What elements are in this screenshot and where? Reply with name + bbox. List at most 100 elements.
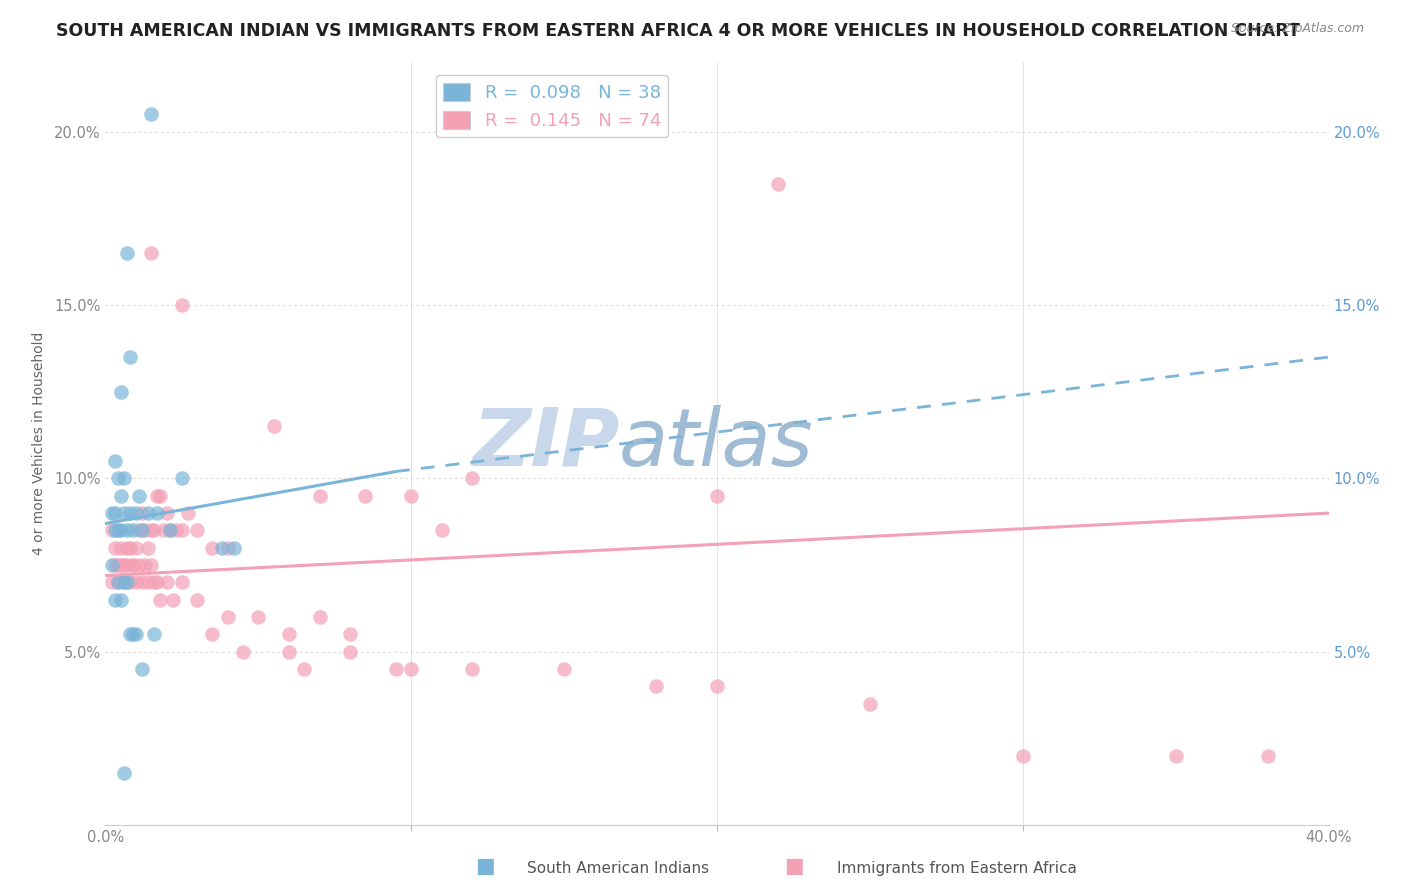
- Point: [217, 541, 239, 555]
- Point: [141, 246, 163, 260]
- Point: [131, 662, 153, 676]
- Point: [461, 471, 484, 485]
- Point: [177, 506, 200, 520]
- Text: South American Indians: South American Indians: [527, 861, 710, 876]
- Point: [186, 592, 208, 607]
- Point: [128, 524, 150, 538]
- Point: [706, 680, 728, 694]
- Point: [146, 489, 169, 503]
- Point: [100, 558, 122, 573]
- Point: [110, 541, 132, 555]
- Point: [118, 575, 141, 590]
- Point: [136, 575, 159, 590]
- Point: [143, 575, 166, 590]
- Point: [112, 575, 135, 590]
- Point: [112, 506, 135, 520]
- Point: [141, 107, 163, 121]
- Text: ■: ■: [475, 856, 495, 876]
- Point: [110, 489, 132, 503]
- Point: [152, 524, 174, 538]
- Point: [110, 384, 132, 399]
- Point: [134, 558, 156, 573]
- Point: [118, 506, 141, 520]
- Point: [217, 610, 239, 624]
- Point: [339, 627, 361, 641]
- Point: [354, 489, 377, 503]
- Point: [115, 575, 138, 590]
- Point: [100, 506, 122, 520]
- Point: [644, 680, 668, 694]
- Point: [146, 575, 169, 590]
- Point: [247, 610, 270, 624]
- Point: [159, 524, 181, 538]
- Point: [131, 506, 153, 520]
- Point: [107, 524, 129, 538]
- Point: [110, 524, 132, 538]
- Point: [112, 558, 135, 573]
- Point: [263, 419, 285, 434]
- Point: [128, 558, 150, 573]
- Point: [859, 697, 882, 711]
- Point: [125, 541, 148, 555]
- Point: [112, 766, 135, 780]
- Point: [107, 575, 129, 590]
- Point: [399, 489, 422, 503]
- Point: [768, 177, 790, 191]
- Point: [100, 575, 122, 590]
- Point: [201, 541, 224, 555]
- Point: [339, 645, 361, 659]
- Point: [104, 541, 127, 555]
- Point: [118, 627, 141, 641]
- Point: [149, 592, 172, 607]
- Point: [292, 662, 315, 676]
- Point: [115, 524, 138, 538]
- Point: [125, 506, 148, 520]
- Point: [170, 471, 193, 485]
- Point: [186, 524, 208, 538]
- Point: [146, 506, 169, 520]
- Text: Source: ZipAtlas.com: Source: ZipAtlas.com: [1230, 22, 1364, 36]
- Point: [115, 246, 138, 260]
- Point: [104, 506, 127, 520]
- Point: [162, 592, 184, 607]
- Point: [165, 524, 187, 538]
- Point: [1257, 748, 1279, 763]
- Point: [136, 541, 159, 555]
- Point: [136, 506, 159, 520]
- Point: [104, 558, 127, 573]
- Text: atlas: atlas: [619, 405, 814, 483]
- Point: [430, 524, 453, 538]
- Point: [118, 541, 141, 555]
- Point: [125, 575, 148, 590]
- Point: [122, 627, 145, 641]
- Point: [110, 592, 132, 607]
- Text: ■: ■: [785, 856, 804, 876]
- Point: [170, 575, 193, 590]
- Point: [131, 575, 153, 590]
- Point: [115, 541, 138, 555]
- Point: [141, 558, 163, 573]
- Point: [1012, 748, 1035, 763]
- Point: [399, 662, 422, 676]
- Legend: R =  0.098   N = 38, R =  0.145   N = 74: R = 0.098 N = 38, R = 0.145 N = 74: [436, 75, 668, 137]
- Point: [308, 489, 330, 503]
- Point: [118, 350, 141, 364]
- Point: [553, 662, 575, 676]
- Text: SOUTH AMERICAN INDIAN VS IMMIGRANTS FROM EASTERN AFRICA 4 OR MORE VEHICLES IN HO: SOUTH AMERICAN INDIAN VS IMMIGRANTS FROM…: [56, 22, 1301, 40]
- Point: [104, 454, 127, 468]
- Point: [155, 575, 177, 590]
- Point: [115, 558, 138, 573]
- Point: [1164, 748, 1187, 763]
- Point: [278, 645, 301, 659]
- Point: [222, 541, 245, 555]
- Point: [107, 575, 129, 590]
- Point: [110, 558, 132, 573]
- Point: [131, 524, 153, 538]
- Point: [122, 558, 145, 573]
- Point: [159, 524, 181, 538]
- Point: [461, 662, 484, 676]
- Point: [107, 471, 129, 485]
- Point: [211, 541, 233, 555]
- Point: [232, 645, 254, 659]
- Text: ZIP: ZIP: [472, 405, 619, 483]
